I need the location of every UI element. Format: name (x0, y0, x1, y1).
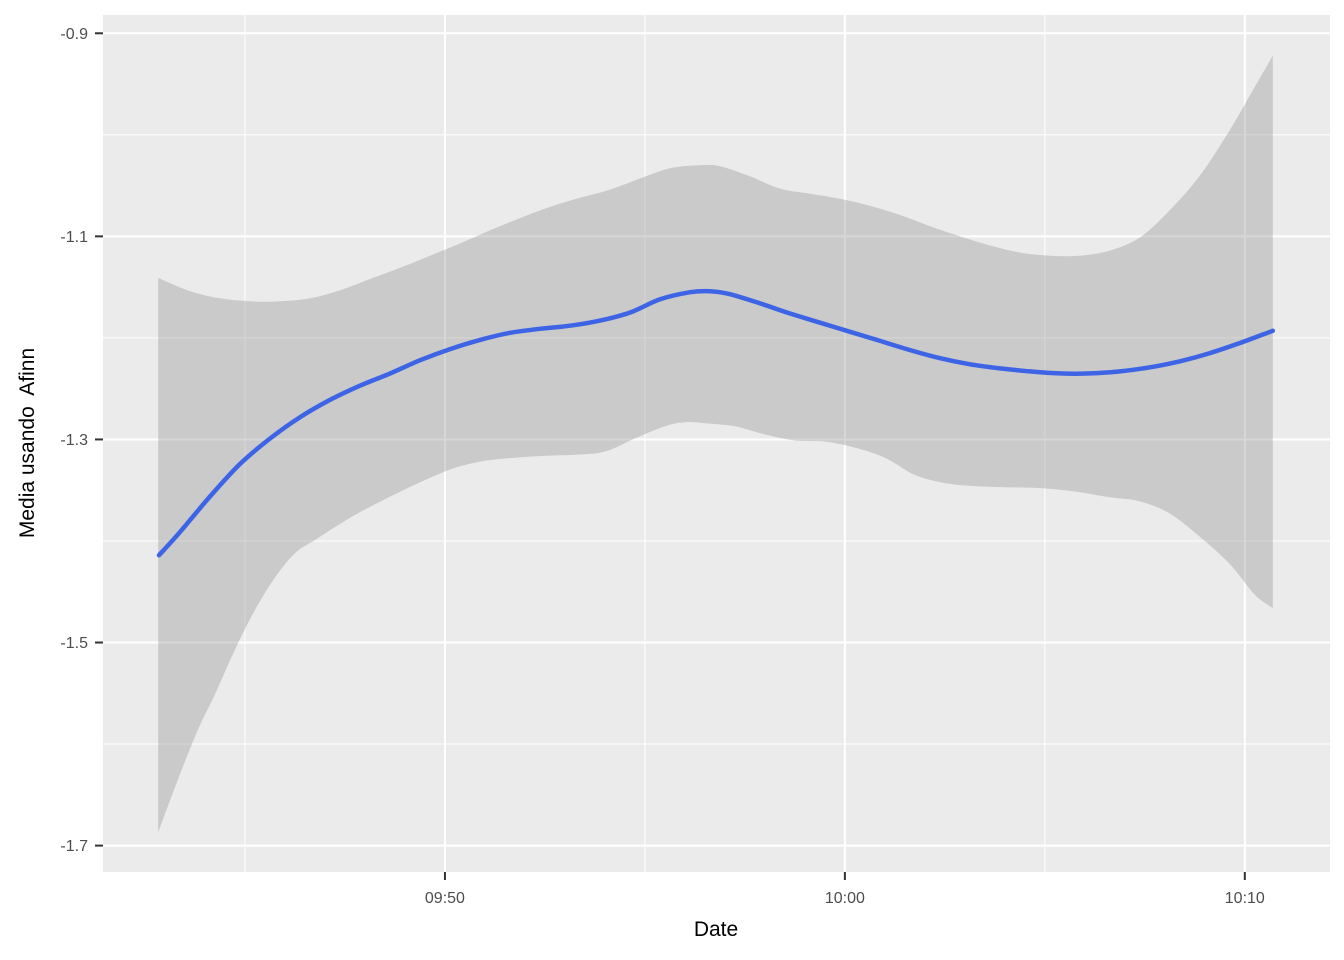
confidence-ribbon (158, 55, 1273, 833)
x-tick-label: 10:10 (1225, 890, 1265, 907)
y-tick-label: -1.1 (60, 229, 88, 246)
y-tick-label: -1.3 (60, 432, 88, 449)
x-axis-title: Date (694, 918, 738, 941)
y-tick-label: -0.9 (60, 26, 88, 43)
x-tick-label: 09:50 (425, 890, 465, 907)
smooth-line (156, 288, 1276, 558)
axis-layer: 09:50 10:00 10:10 -0.9 -1.1 -1.3 -1.5 -1.7 (60, 26, 1265, 907)
panel-layer (103, 15, 1330, 872)
y-tick-label: -1.7 (60, 838, 88, 855)
panel-background (103, 15, 1330, 872)
y-axis-title: Media usando Afinn (16, 348, 39, 538)
x-tick-label: 10:00 (825, 890, 865, 907)
y-tick-label: -1.5 (60, 635, 88, 652)
